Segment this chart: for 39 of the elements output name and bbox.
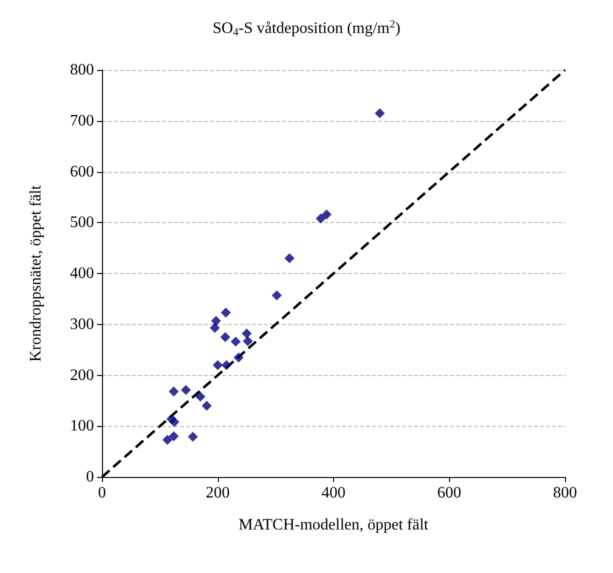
x-axis-title: MATCH-modellen, öppet fält [238,516,429,534]
point [272,290,282,300]
y-tick-label: 300 [70,316,94,333]
point [211,316,222,326]
y-tick-label: 500 [70,214,94,232]
x-tick-label: 200 [206,484,230,502]
x-tick-label: 400 [322,484,346,502]
point [230,336,241,347]
point [169,417,180,428]
point [202,400,212,411]
point [284,253,295,264]
point [168,431,179,442]
point [210,322,220,333]
point [195,392,206,402]
x-tick-label: 0 [98,484,106,502]
point [180,385,191,396]
y-tick-label: 100 [70,418,94,435]
point [220,332,230,342]
point [220,308,231,318]
point [242,336,253,346]
point [168,386,179,397]
point [316,214,326,224]
point [188,432,198,442]
point [242,328,252,339]
point [212,360,223,370]
y-tick-label: 400 [70,265,94,282]
y-tick-label: 700 [70,112,94,130]
point [374,108,385,118]
x-tick-label: 600 [437,484,462,502]
y-axis-title: Krondroppsnätet, öppet fält [28,184,44,362]
y-tick-label: 800 [70,62,94,78]
point [234,352,244,362]
y-tick-label: 600 [70,163,94,180]
point [322,209,332,220]
point [162,434,172,445]
y-tick-label: 0 [86,468,94,486]
y-tick-label: 200 [70,366,94,384]
point [221,360,232,370]
x-tick-label: 800 [553,484,577,502]
